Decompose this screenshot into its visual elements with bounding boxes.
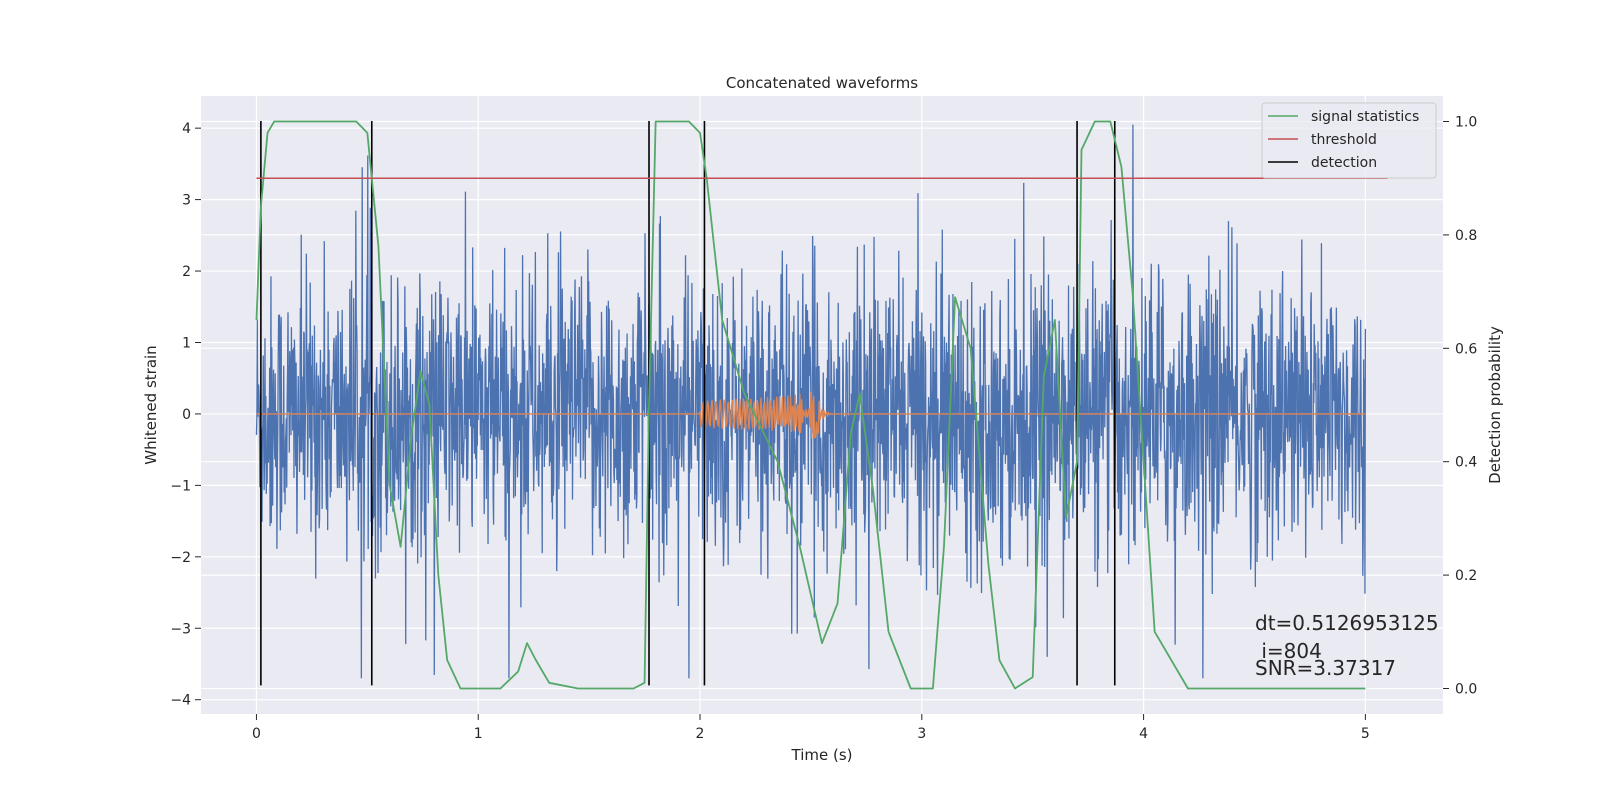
signal-statistics-line: [255, 120, 1366, 690]
x-tick-label: 2: [696, 726, 705, 742]
y-left-tick-label: 0: [182, 407, 191, 423]
y-right-tick-label: 0.2: [1455, 568, 1477, 584]
annotation-dt: dt=0.5126953125: [1255, 611, 1439, 635]
y-left-tick-label: 4: [182, 121, 191, 137]
y-right-tick-label: 0.0: [1455, 681, 1477, 697]
x-tick-label: 4: [1139, 726, 1148, 742]
legend: signal statistics threshold detection: [1261, 102, 1437, 179]
axis-ticks: 0 1 2 3 4 5 −4 −3 −2 −1 0 1 2 3 4 0.0 0.2 0.4 0.6 0.8 1.0: [170, 115, 1477, 742]
y-right-tick-label: 0.4: [1455, 455, 1477, 471]
x-tick-label: 3: [917, 726, 926, 742]
chart-title: Concatenated waveforms: [726, 74, 918, 92]
template-line: [256, 391, 1366, 439]
legend-label-threshold: threshold: [1311, 132, 1377, 148]
y-axis-label-left: Whitened strain: [142, 345, 160, 464]
y-left-tick-label: 3: [182, 193, 191, 209]
y-right-tick-label: 0.6: [1455, 341, 1477, 357]
template-series: [256, 391, 1366, 439]
y-left-tick-label: −4: [170, 693, 191, 709]
x-tick-label: 1: [474, 726, 483, 742]
legend-box: [1261, 102, 1437, 179]
x-tick-label: 0: [252, 726, 261, 742]
legend-label-signal-statistics: signal statistics: [1311, 109, 1419, 125]
signal-statistics-series: [255, 120, 1366, 690]
y-left-tick-label: −3: [170, 621, 191, 637]
annotation-snr: SNR=3.37317: [1255, 656, 1396, 680]
y-right-tick-label: 0.8: [1455, 228, 1477, 244]
y-left-tick-label: 1: [182, 335, 191, 351]
x-tick-label: 5: [1361, 726, 1370, 742]
y-left-tick-label: −2: [170, 550, 191, 566]
legend-label-detection: detection: [1311, 155, 1377, 171]
y-left-tick-label: 2: [182, 264, 191, 280]
y-left-tick-label: −1: [170, 478, 191, 494]
y-right-tick-label: 1.0: [1455, 115, 1477, 131]
x-axis-label: Time (s): [791, 746, 853, 764]
y-axis-label-right: Detection probability: [1486, 326, 1504, 484]
annotation-index: i=804: [1255, 639, 1322, 663]
